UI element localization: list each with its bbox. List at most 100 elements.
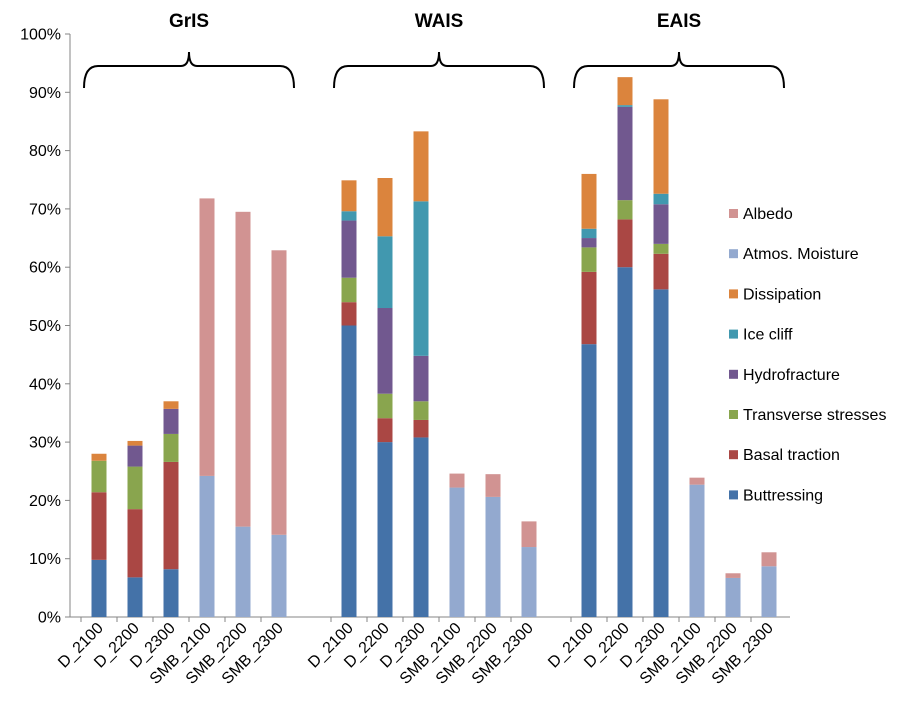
y-tick-label: 40% bbox=[29, 376, 61, 393]
bar-segment-eais-d-2100-ice-cliff bbox=[581, 228, 597, 239]
bar-segment-gris-smb-2200-atmos-moisture bbox=[235, 526, 251, 617]
group-label-gris: GrIS bbox=[169, 11, 209, 32]
bar-segment-wais-d-2300-buttressing bbox=[413, 437, 429, 617]
bar-segment-wais-d-2200-basal-traction bbox=[377, 418, 393, 443]
bar-segment-eais-d-2200-hydrofracture bbox=[617, 106, 633, 201]
bar-segment-gris-d-2200-transverse-stresses bbox=[127, 466, 143, 510]
group-brace-eais bbox=[573, 51, 785, 89]
legend-swatch-transverse-stresses bbox=[729, 410, 738, 419]
bar-segment-wais-d-2200-ice-cliff bbox=[377, 236, 393, 309]
group-label-wais: WAIS bbox=[415, 11, 464, 32]
bar-segment-gris-d-2100-dissipation bbox=[91, 453, 107, 461]
bar-segment-eais-d-2100-dissipation bbox=[581, 173, 597, 229]
axes-layer: 0% 10% 20% 30% 40% 50% 60% 70% 80% 90% 100% bbox=[20, 27, 790, 627]
bar-segment-gris-d-2300-buttressing bbox=[163, 569, 179, 617]
groups-layer: GrIS WAIS EAIS bbox=[83, 11, 785, 89]
bar-segment-gris-d-2300-transverse-stresses bbox=[163, 433, 179, 462]
bar-segment-wais-d-2200-dissipation bbox=[377, 178, 393, 237]
bar-segment-eais-smb-2300-albedo bbox=[761, 552, 777, 567]
legend-label-atmos-moisture: Atmos. Moisture bbox=[743, 246, 859, 263]
bar-segment-wais-d-2300-transverse-stresses bbox=[413, 401, 429, 420]
bar-segment-wais-smb-2300-atmos-moisture bbox=[521, 547, 537, 617]
bar-segment-eais-d-2100-transverse-stresses bbox=[581, 247, 597, 272]
bar-segment-gris-smb-2300-atmos-moisture bbox=[271, 534, 287, 617]
legend-label-hydrofracture: Hydrofracture bbox=[743, 367, 840, 384]
bar-segment-gris-smb-2100-atmos-moisture bbox=[199, 475, 215, 617]
bar-segment-eais-d-2300-dissipation bbox=[653, 99, 669, 194]
legend-swatch-dissipation bbox=[729, 289, 738, 299]
bar-segment-eais-smb-2100-albedo bbox=[689, 477, 705, 485]
legend-label-basal-traction: Basal traction bbox=[743, 447, 840, 464]
y-tick-label: 100% bbox=[20, 27, 61, 44]
bar-segment-eais-d-2200-transverse-stresses bbox=[617, 200, 633, 220]
y-tick-label: 10% bbox=[29, 551, 61, 568]
legend-label-dissipation: Dissipation bbox=[743, 286, 821, 303]
legend-layer: Albedo Atmos. Moisture Dissipation Ice clif… bbox=[729, 206, 886, 504]
bar-segment-gris-smb-2100-albedo bbox=[199, 198, 215, 476]
bar-segment-wais-d-2100-hydrofracture bbox=[341, 220, 357, 278]
bar-segment-gris-d-2300-hydrofracture bbox=[163, 408, 179, 434]
bar-segment-gris-smb-2200-albedo bbox=[235, 211, 251, 527]
bar-segment-gris-d-2200-dissipation bbox=[127, 440, 143, 446]
bar-segment-eais-smb-2200-albedo bbox=[725, 573, 741, 578]
bar-segment-wais-d-2100-basal-traction bbox=[341, 302, 357, 326]
y-tick-label: 90% bbox=[29, 85, 61, 102]
bars-layer bbox=[91, 77, 777, 617]
bar-segment-wais-d-2300-hydrofracture bbox=[413, 355, 429, 402]
bar-segment-gris-d-2100-buttressing bbox=[91, 559, 107, 617]
legend-label-albedo: Albedo bbox=[743, 206, 793, 223]
bar-segment-wais-smb-2300-albedo bbox=[521, 521, 537, 548]
bar-segment-wais-d-2100-ice-cliff bbox=[341, 211, 357, 221]
group-brace-gris bbox=[83, 51, 295, 89]
bar-segment-eais-smb-2100-atmos-moisture bbox=[689, 484, 705, 617]
legend-swatch-atmos-moisture bbox=[729, 249, 738, 259]
legend-swatch-basal-traction bbox=[729, 450, 738, 460]
legend-swatch-buttressing bbox=[729, 490, 738, 500]
legend-swatch-ice-cliff bbox=[729, 329, 738, 339]
bar-segment-eais-d-2300-ice-cliff bbox=[653, 193, 669, 205]
bar-segment-wais-d-2300-dissipation bbox=[413, 131, 429, 202]
group-label-eais: EAIS bbox=[657, 11, 701, 32]
bar-segment-eais-smb-2200-atmos-moisture bbox=[725, 577, 741, 617]
bar-segment-gris-d-2100-transverse-stresses bbox=[91, 460, 107, 493]
bar-segment-wais-smb-2200-atmos-moisture bbox=[485, 496, 501, 617]
bar-segment-wais-smb-2200-albedo bbox=[485, 474, 501, 497]
bar-segment-eais-d-2100-buttressing bbox=[581, 344, 597, 617]
y-tick-label: 20% bbox=[29, 493, 61, 510]
y-tick-label: 60% bbox=[29, 260, 61, 277]
y-tick-label: 50% bbox=[29, 318, 61, 335]
bar-segment-eais-d-2300-transverse-stresses bbox=[653, 243, 669, 254]
bar-segment-wais-smb-2100-albedo bbox=[449, 473, 465, 488]
bar-segment-wais-d-2300-basal-traction bbox=[413, 419, 429, 438]
labels-layer: D_2100D_2200D_2300SMB_2100SMB_2200SMB_23… bbox=[55, 620, 777, 688]
bar-segment-eais-smb-2300-atmos-moisture bbox=[761, 566, 777, 617]
bar-segment-gris-d-2200-hydrofracture bbox=[127, 445, 143, 467]
bar-segment-wais-smb-2100-atmos-moisture bbox=[449, 487, 465, 617]
bar-segment-wais-d-2100-dissipation bbox=[341, 180, 357, 212]
group-brace-wais bbox=[333, 51, 545, 89]
bar-segment-eais-d-2200-ice-cliff bbox=[617, 105, 633, 107]
legend-swatch-hydrofracture bbox=[729, 369, 738, 379]
y-tick-label: 80% bbox=[29, 143, 61, 160]
bar-segment-eais-d-2100-basal-traction bbox=[581, 271, 597, 345]
y-tick-label: 30% bbox=[29, 435, 61, 452]
y-tick-label: 70% bbox=[29, 201, 61, 218]
bar-segment-eais-d-2200-basal-traction bbox=[617, 219, 633, 268]
bar-segment-wais-d-2200-buttressing bbox=[377, 442, 393, 617]
bar-segment-eais-d-2300-basal-traction bbox=[653, 253, 669, 290]
bar-segment-gris-d-2300-basal-traction bbox=[163, 461, 179, 570]
bar-segment-gris-smb-2300-albedo bbox=[271, 250, 287, 535]
bar-segment-gris-d-2300-dissipation bbox=[163, 401, 179, 409]
bar-segment-gris-d-2200-buttressing bbox=[127, 577, 143, 617]
bar-segment-wais-d-2200-transverse-stresses bbox=[377, 393, 393, 419]
bar-segment-wais-d-2100-transverse-stresses bbox=[341, 277, 357, 303]
legend-label-buttressing: Buttressing bbox=[743, 487, 823, 504]
bar-segment-eais-d-2300-hydrofracture bbox=[653, 204, 669, 244]
bar-segment-wais-d-2200-hydrofracture bbox=[377, 308, 393, 394]
legend-label-ice-cliff: Ice cliff bbox=[743, 327, 793, 344]
bar-segment-wais-d-2300-ice-cliff bbox=[413, 201, 429, 356]
bar-segment-wais-d-2100-buttressing bbox=[341, 325, 357, 617]
bar-segment-eais-d-2100-hydrofracture bbox=[581, 238, 597, 248]
